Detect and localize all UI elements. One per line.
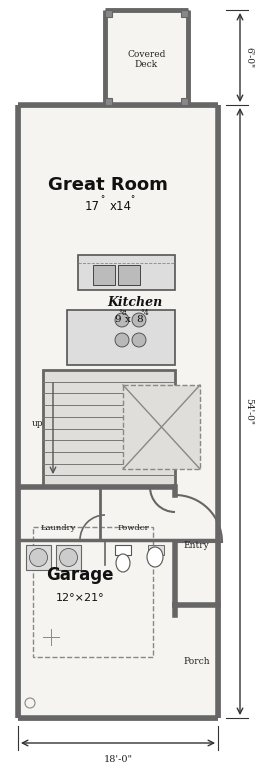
Bar [181,98,188,105]
Circle shape [30,548,47,567]
Bar [33,527,153,657]
Text: 9: 9 [115,316,121,324]
Bar [56,545,81,570]
Bar [105,10,188,105]
Bar [181,10,188,17]
Bar [175,487,218,605]
Text: °: ° [100,196,104,205]
Text: up: up [32,419,44,428]
Text: °4: °4 [140,309,149,317]
Bar [67,310,175,365]
Bar [115,545,131,555]
Text: Covered: Covered [127,50,166,59]
Text: 54'-0": 54'-0" [244,398,253,425]
Bar [93,265,115,285]
Bar [78,255,175,290]
Bar [123,385,200,469]
Text: 12°×21°: 12°×21° [56,593,104,603]
Text: Laundry: Laundry [40,524,76,532]
Circle shape [132,333,146,347]
Bar [105,10,112,17]
Text: Powder: Powder [117,524,149,532]
Bar [148,545,164,555]
Bar [18,105,218,718]
Bar [18,715,218,721]
Bar [18,102,218,108]
Text: Deck: Deck [135,60,158,69]
Bar [43,370,175,487]
Ellipse shape [116,554,130,572]
Text: 18'-0": 18'-0" [104,755,133,764]
Ellipse shape [147,547,163,567]
Text: Porch: Porch [183,657,210,666]
Text: Entry: Entry [184,541,209,551]
Text: Kitchen: Kitchen [107,296,163,310]
Text: °8: °8 [118,309,127,317]
Text: 8: 8 [137,316,143,324]
Circle shape [132,313,146,327]
Bar [175,487,218,718]
Text: 6'-0": 6'-0" [244,47,253,68]
Bar [105,98,112,105]
Bar [16,105,20,718]
Text: Garage: Garage [46,566,114,584]
Text: °: ° [130,196,134,205]
Text: x14: x14 [110,200,132,213]
Circle shape [115,333,129,347]
Bar [215,105,220,718]
Text: 17: 17 [85,200,100,213]
Bar [118,265,140,285]
Circle shape [59,548,78,567]
Bar [175,605,218,718]
Text: Great Room: Great Room [48,176,168,194]
Bar [26,545,51,570]
Circle shape [115,313,129,327]
Text: x: x [125,316,131,324]
